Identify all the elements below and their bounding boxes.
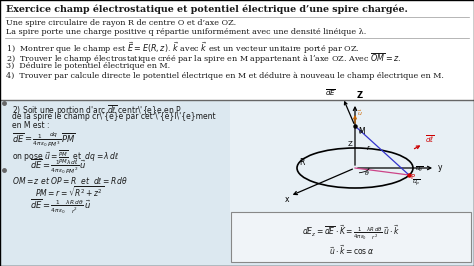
- Text: $\vec{u}$: $\vec{u}$: [357, 109, 363, 118]
- Text: 2)  Trouver le champ électrostatique créé par la spire en M appartenant à l’axe : 2) Trouver le champ électrostatique créé…: [6, 51, 401, 66]
- Text: $\overline{u_\theta}$: $\overline{u_\theta}$: [415, 165, 424, 174]
- Text: de la spire le champ cr\'{e}e par cet \'{e}l\'{e}ment: de la spire le champ cr\'{e}e par cet \'…: [12, 112, 216, 121]
- Text: $\overline{dE} = \frac{1}{4\pi\varepsilon_0}\frac{\lambda\,R\,d\theta}{r^2}\,\ve: $\overline{dE} = \frac{1}{4\pi\varepsilo…: [30, 198, 91, 216]
- Text: $\overline{dE} = \frac{1}{4\pi\varepsilon_0}\frac{\lambda\,d\ell}{PM^2}\,\vec{u}: $\overline{dE} = \frac{1}{4\pi\varepsilo…: [30, 158, 86, 176]
- Text: $\overline{dE}$: $\overline{dE}$: [325, 88, 336, 98]
- Bar: [230, 100, 474, 230]
- Text: on pose $\vec{u} = \frac{\overline{PM}}{PM}$  et  $dq = \lambda\,d\ell$: on pose $\vec{u} = \frac{\overline{PM}}{…: [12, 148, 119, 165]
- Text: en M est :: en M est :: [12, 121, 49, 130]
- Text: $\overline{u_p}$: $\overline{u_p}$: [412, 177, 421, 188]
- Text: Une spire circulaire de rayon R de centre O et d’axe OZ.: Une spire circulaire de rayon R de centr…: [6, 19, 236, 27]
- Text: y: y: [438, 164, 443, 172]
- Text: M: M: [358, 127, 365, 136]
- Text: $\overline{d\ell}$: $\overline{d\ell}$: [425, 134, 434, 145]
- Bar: [0, 100, 474, 266]
- Bar: [0, 0, 474, 100]
- Text: 2) Soit une portion d'arc $\overline{d\ell}$ centr\'{e}e en P: 2) Soit une portion d'arc $\overline{d\e…: [12, 103, 182, 118]
- Text: $\theta$: $\theta$: [364, 169, 370, 177]
- Text: $OM = z$ et $OP = R$  et  $d\ell = R\,d\theta$: $OM = z$ et $OP = R$ et $d\ell = R\,d\th…: [12, 175, 128, 186]
- Text: 4)  Trouver par calcule directe le potentiel électrique en M et déduire à nouvea: 4) Trouver par calcule directe le potent…: [6, 72, 444, 80]
- Text: Z: Z: [348, 141, 353, 147]
- Text: $dE_z = \overline{dE}\cdot\vec{K} = \frac{1}{4\pi\varepsilon_0}\frac{\lambda R\,: $dE_z = \overline{dE}\cdot\vec{K} = \fra…: [302, 223, 400, 242]
- Text: P: P: [410, 174, 414, 180]
- Text: R: R: [299, 158, 304, 167]
- Text: x: x: [285, 196, 290, 205]
- Text: $\vec{u}\cdot\vec{k} = \cos\alpha$: $\vec{u}\cdot\vec{k} = \cos\alpha$: [328, 243, 374, 257]
- Text: La spire porte une charge positive q répartie uniformément avec une densité liné: La spire porte une charge positive q rép…: [6, 28, 366, 36]
- Text: 1)  Montrer que le champ est $\vec{E} = E(R, z).\,\vec{k}$ avec $\vec{k}$ est un: 1) Montrer que le champ est $\vec{E} = E…: [6, 40, 360, 56]
- Text: Z: Z: [357, 91, 363, 100]
- FancyBboxPatch shape: [231, 212, 471, 262]
- Text: 3)  Déduire le potentiel électrique en M.: 3) Déduire le potentiel électrique en M.: [6, 62, 170, 70]
- Text: Exercice champ électrostatique et potentiel électrique d’une spire chargée.: Exercice champ électrostatique et potent…: [6, 5, 408, 15]
- Text: r: r: [367, 145, 370, 151]
- Text: $\alpha$: $\alpha$: [358, 128, 364, 135]
- Text: $\overline{dE} = \frac{1}{4\pi\varepsilon_0}\frac{dq}{PM^3}\,\overline{PM}$: $\overline{dE} = \frac{1}{4\pi\varepsilo…: [12, 130, 76, 149]
- Text: $PM = r = \sqrt{R^2 + z^2}$: $PM = r = \sqrt{R^2 + z^2}$: [35, 185, 104, 200]
